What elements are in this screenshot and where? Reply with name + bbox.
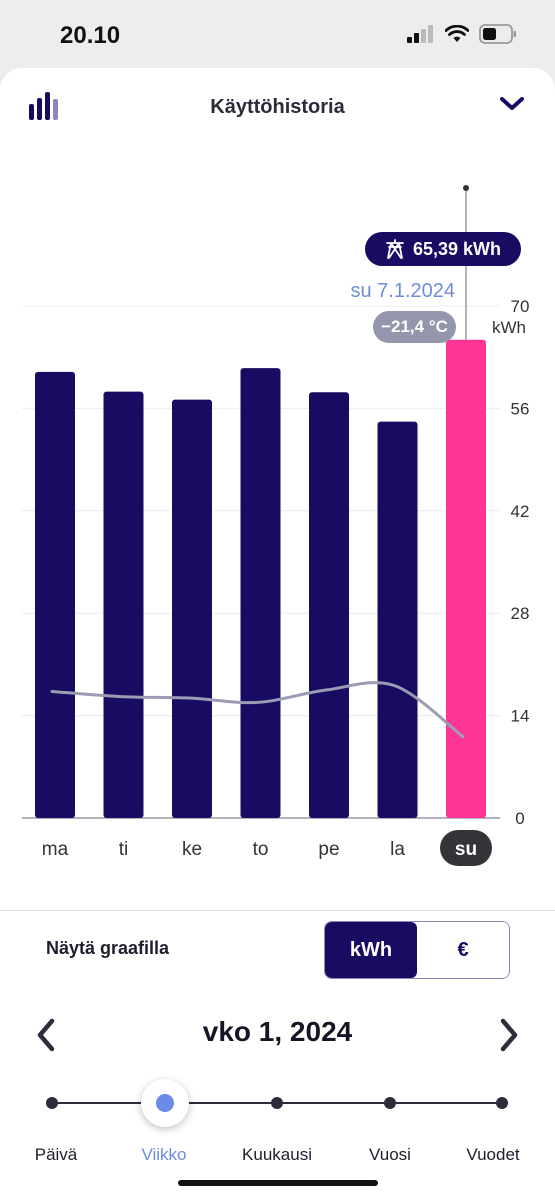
x-tick-label-ke: ke <box>182 839 202 860</box>
period-slider-knob-dot <box>156 1094 174 1112</box>
chevron-down-icon[interactable] <box>499 96 525 112</box>
chevron-left-icon[interactable] <box>36 1018 56 1052</box>
y-axis-unit: kWh <box>492 318 526 337</box>
usage-chart-svg: 0 14 28 42 56 70 ma ti ke to pe la su <box>22 185 530 866</box>
home-indicator <box>178 1180 378 1186</box>
selected-date: su 7.1.2024 <box>350 280 455 302</box>
battery-icon <box>479 24 516 44</box>
bar-chart-icon[interactable] <box>28 90 62 120</box>
y-tick-label: 70 <box>511 297 530 316</box>
period-option-day[interactable]: Päivä <box>34 1145 78 1164</box>
y-tick-label: 0 <box>515 809 524 828</box>
usage-chart: 0 14 28 42 56 70 ma ti ke to pe la su 65,39 kWh su … <box>0 148 555 868</box>
page-title: Käyttöhistoria <box>210 96 345 118</box>
period-option-year[interactable]: Vuosi <box>369 1145 411 1164</box>
selected-temperature: −21,4 °C <box>373 311 456 343</box>
bar-ke <box>172 399 212 818</box>
x-tick-label-to: to <box>253 839 269 860</box>
period-option-years[interactable]: Vuodet <box>466 1145 520 1164</box>
status-icons <box>407 24 517 44</box>
bar-to <box>240 368 281 818</box>
status-time: 20.10 <box>60 22 121 49</box>
period-slider-stop-years[interactable] <box>496 1097 508 1109</box>
x-tick-label-ma: ma <box>42 839 69 860</box>
bar-ti <box>103 391 144 818</box>
wifi-icon <box>445 25 469 42</box>
x-tick-label-pe: pe <box>318 839 339 860</box>
signal-icon <box>407 25 433 43</box>
x-tick-label-su: su <box>455 839 477 860</box>
period-title: vko 1, 2024 <box>202 1016 353 1047</box>
period-slider-stop-month[interactable] <box>271 1097 283 1109</box>
divider <box>0 910 555 911</box>
chevron-right-icon[interactable] <box>499 1018 519 1052</box>
bar-ma <box>35 371 75 818</box>
unit-option-euro[interactable]: € <box>417 922 509 978</box>
period-slider-stop-year[interactable] <box>384 1097 396 1109</box>
period-slider-knob[interactable] <box>141 1079 189 1127</box>
temperature-line <box>50 681 465 739</box>
period-option-week[interactable]: Viikko <box>141 1145 187 1164</box>
usage-history-sheet: Käyttöhistoria 0 14 28 42 56 70 ma ti ke to pe la s… <box>0 68 555 1200</box>
selected-day-pill <box>440 830 492 866</box>
bar-pe <box>309 392 349 818</box>
graph-unit-label: Näytä graafilla <box>46 938 170 958</box>
y-tick-label: 42 <box>511 502 530 521</box>
selection-marker-dot <box>463 185 469 191</box>
selected-energy-value: 65,39 kWh <box>412 238 502 259</box>
selected-energy-badge: 65,39 kWh <box>365 232 521 266</box>
x-tick-label-ti: ti <box>119 839 129 860</box>
period-option-month[interactable]: Kuukausi <box>242 1145 312 1164</box>
unit-toggle: kWh € <box>324 921 510 979</box>
y-tick-label: 56 <box>511 399 530 418</box>
unit-option-kwh[interactable]: kWh <box>325 922 417 978</box>
period-slider-stop-day[interactable] <box>46 1097 58 1109</box>
bar-la <box>377 421 418 818</box>
y-tick-label: 28 <box>511 604 530 623</box>
bar-su <box>446 339 486 818</box>
x-tick-label-la: la <box>390 839 405 860</box>
status-bar: 20.10 <box>0 0 555 68</box>
power-tower-icon <box>386 239 404 259</box>
y-tick-label: 14 <box>511 707 530 726</box>
